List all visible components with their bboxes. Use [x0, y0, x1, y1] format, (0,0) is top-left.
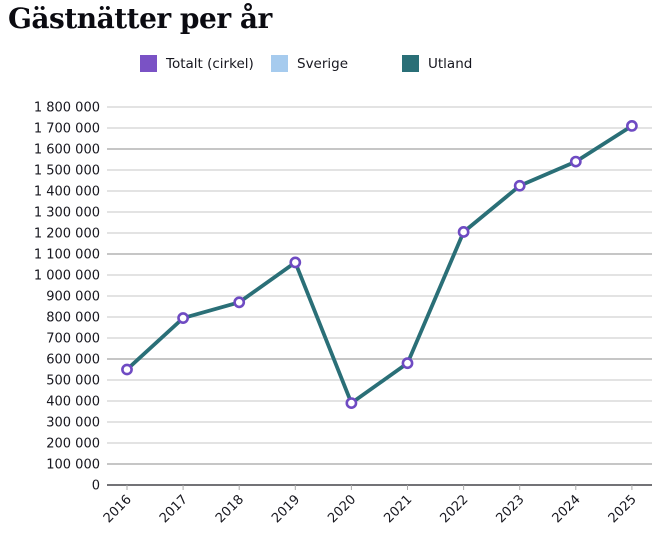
data-point-marker[interactable] — [233, 296, 246, 309]
y-axis-tick-label: 600 000 — [46, 353, 100, 368]
y-axis-tick-label: 1 400 000 — [34, 185, 100, 200]
y-axis-tick-label: 1 700 000 — [34, 122, 100, 137]
x-axis-tick-label: 2025 — [606, 492, 640, 526]
x-axis-tick-label: 2016 — [101, 492, 135, 526]
data-point-marker[interactable] — [626, 119, 638, 132]
y-axis-tick-label: 700 000 — [46, 332, 100, 347]
page-title: Gästnätter per år — [8, 2, 272, 35]
y-axis-tick-label: 0 — [92, 479, 100, 494]
y-axis-tick-label: 1 800 000 — [34, 101, 100, 116]
y-axis-tick-label: 1 000 000 — [34, 269, 100, 284]
data-line-utland — [125, 123, 634, 406]
data-point-marker[interactable] — [513, 179, 526, 192]
x-axis-tick-label: 2022 — [437, 492, 471, 526]
y-axis-tick-label: 1 200 000 — [34, 227, 100, 242]
chart-canvas: 0 100 000 200 000 300 000 400 000 500 000 600 … — [34, 101, 652, 526]
line-chart: 0 100 000 200 000 300 000 400 000 500 000 600 … — [0, 95, 672, 536]
data-point-marker[interactable] — [121, 363, 133, 376]
legend-item-label: Sverige — [297, 55, 349, 72]
y-axis-tick-label: 200 000 — [46, 437, 100, 452]
data-point-marker[interactable] — [457, 226, 470, 238]
y-axis-tick-label: 400 000 — [46, 395, 100, 410]
data-point-marker[interactable] — [177, 312, 189, 324]
chart-legend: Totalt (cirkel) Sverige Utland — [140, 55, 533, 72]
data-point-marker[interactable] — [345, 397, 358, 409]
y-axis-tick-label: 800 000 — [46, 311, 100, 326]
x-axis-tick-label: 2020 — [325, 492, 359, 526]
x-axis-tick-label: 2024 — [550, 492, 584, 526]
y-axis-tick-label: 500 000 — [46, 374, 100, 389]
legend-swatch-icon — [140, 55, 157, 72]
y-axis-tick-label: 1 100 000 — [34, 248, 100, 263]
data-point-marker[interactable] — [289, 256, 302, 269]
legend-item-totalt-cirkel[interactable]: Totalt (cirkel) — [140, 55, 271, 72]
x-axis-tick-label: 2018 — [213, 492, 247, 526]
legend-item-sverige[interactable]: Sverige — [271, 55, 402, 72]
y-axis-tick-label: 100 000 — [46, 458, 100, 473]
x-axis-tick-label: 2021 — [381, 492, 415, 526]
x-axis-tick-label: 2023 — [494, 492, 528, 526]
x-axis-tick-label: 2019 — [269, 492, 303, 526]
y-axis-tick-label: 300 000 — [46, 416, 100, 431]
y-axis-tick-label: 1 300 000 — [34, 206, 100, 221]
legend-item-label: Utland — [428, 55, 473, 72]
data-point-marker[interactable] — [569, 155, 582, 168]
legend-item-utland[interactable]: Utland — [402, 55, 533, 72]
y-axis-tick-label: 1 500 000 — [34, 164, 100, 179]
data-point-marker[interactable] — [401, 357, 414, 370]
y-axis-tick-label: 1 600 000 — [34, 143, 100, 158]
legend-swatch-icon — [271, 55, 288, 72]
legend-swatch-icon — [402, 55, 419, 72]
x-axis-tick-label: 2017 — [157, 492, 191, 526]
legend-item-label: Totalt (cirkel) — [166, 55, 254, 72]
y-axis-tick-label: 900 000 — [46, 290, 100, 305]
